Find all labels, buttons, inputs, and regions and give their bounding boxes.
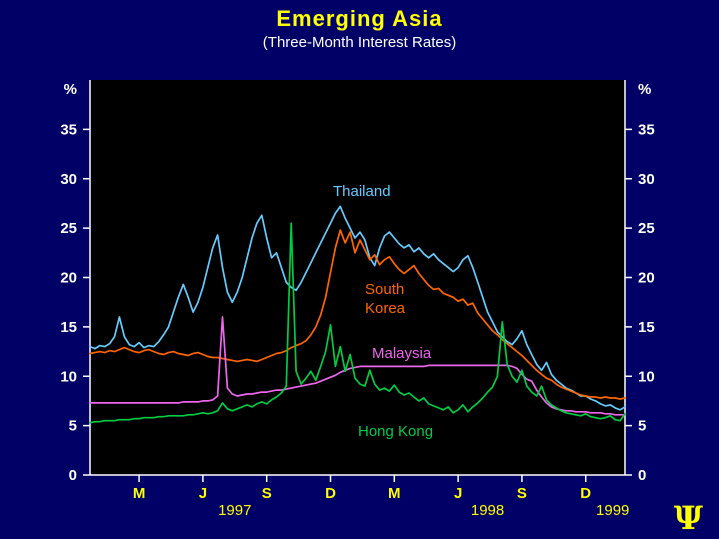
y-tick-label-left: 35 [60,121,77,138]
series-label-hong-kong: Hong Kong [358,423,433,440]
x-tick-label: S [262,485,272,502]
chart-subtitle: (Three-Month Interest Rates) [262,34,457,51]
year-label: 1998 [471,502,504,519]
year-label: 1999 [596,502,629,519]
y-tick-label-right: 35 [638,121,655,138]
y-tick-label-right: 20 [638,270,655,287]
x-tick-label: D [325,485,336,502]
y-axis-unit-left: % [64,81,77,98]
y-tick-label-right: 0 [638,467,646,484]
series-line-thailand [89,205,626,411]
y-tick-label-right: 15 [638,319,655,336]
x-tick-label: S [517,485,527,502]
x-tick-label: M [133,485,146,502]
series-line-hong-kong [89,222,626,424]
series-line-malaysia [89,316,626,416]
y-tick-label-left: 0 [69,467,77,484]
y-tick-label-right: 30 [638,171,655,188]
x-tick-label: D [580,485,591,502]
plot-area [90,80,625,475]
y-tick-label-left: 15 [60,319,77,336]
y-tick-label-left: 5 [69,418,77,435]
page-title: Emerging Asia [276,6,443,31]
x-tick-label: M [388,485,401,502]
x-tick-label: J [454,485,462,502]
y-tick-label-left: 20 [60,270,77,287]
x-tick-label: J [199,485,207,502]
series-label-south-korea: South Korea [365,281,406,317]
y-tick-label-left: 10 [60,368,77,385]
fed-trident-logo-icon: Ψ [673,499,703,537]
series-label-thailand: Thailand [333,183,391,200]
y-tick-label-left: 30 [60,171,77,188]
y-tick-label-right: 10 [638,368,655,385]
y-tick-label-right: 25 [638,220,655,237]
year-label: 1997 [218,502,251,519]
y-tick-label-right: 5 [638,418,646,435]
y-axis-unit-right: % [638,81,651,98]
series-label-malaysia: Malaysia [372,345,432,362]
y-tick-label-left: 25 [60,220,77,237]
series-line-south-korea [89,229,626,400]
